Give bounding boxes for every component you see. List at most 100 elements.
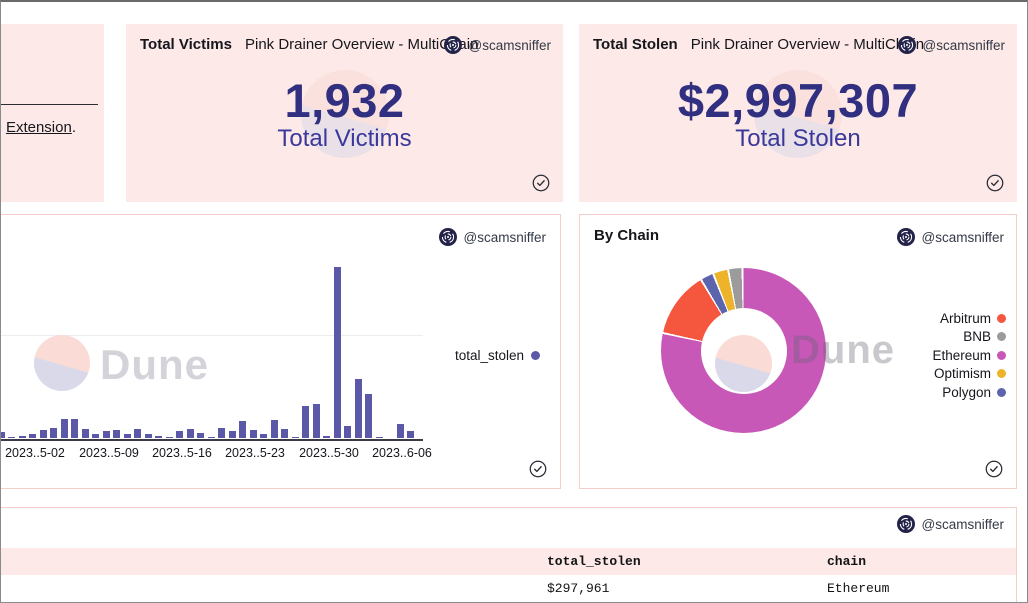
scamsniffer-logo-icon — [896, 228, 915, 246]
legend-item-ethereum[interactable]: Ethereum — [932, 346, 1006, 365]
legend-label: BNB — [963, 329, 991, 345]
scamsniffer-attribution[interactable]: @scamsniffer — [896, 515, 1004, 533]
bar-slot — [364, 258, 375, 438]
bar — [123, 433, 131, 438]
bar — [249, 430, 257, 438]
x-tick-label: 2023..5-02 — [5, 446, 65, 460]
bar — [144, 434, 152, 438]
legend-item-optimism[interactable]: Optimism — [932, 365, 1006, 384]
card-header: Total Stolen Pink Drainer Overview - Mul… — [593, 36, 924, 53]
card-header: Total Victims Pink Drainer Overview - Mu… — [140, 36, 478, 53]
bar-slot — [280, 258, 291, 438]
scamsniffer-logo-icon — [896, 515, 915, 533]
bar-slot — [7, 258, 18, 438]
bar-slot — [17, 258, 28, 438]
dune-watermark-text: Dune — [100, 341, 209, 388]
bar — [29, 434, 37, 438]
bar — [365, 394, 373, 438]
bar-slot — [269, 258, 280, 438]
bar-slot — [301, 258, 312, 438]
bar-slot — [154, 258, 165, 438]
bar — [155, 435, 163, 438]
bar — [207, 436, 215, 438]
dashboard-link[interactable]: Pink Drainer Overview - MultiChain — [244, 36, 479, 53]
stat-card-total-victims: Total Victims Pink Drainer Overview - Mu… — [126, 24, 563, 202]
legend-dot — [997, 369, 1006, 379]
bar — [228, 431, 236, 438]
legend-dot — [997, 332, 1006, 342]
bar-slot — [248, 258, 259, 438]
bar — [102, 431, 110, 438]
bar — [270, 420, 278, 438]
scamsniffer-attribution[interactable]: @scamsniffer — [443, 36, 551, 54]
bar-slot — [1, 258, 7, 438]
legend-item-bnb[interactable]: BNB — [932, 328, 1006, 347]
bar-slot — [38, 258, 49, 438]
text-widget-card: Extension. — [1, 24, 104, 202]
bar-slot — [374, 258, 385, 438]
bar-slot — [238, 258, 249, 438]
bar — [92, 434, 100, 438]
stat-value: 1,932 — [284, 74, 405, 127]
bar — [81, 429, 89, 438]
attribution-handle: @scamsniffer — [922, 37, 1005, 53]
bar-chart-legend[interactable]: total_stolen — [455, 348, 540, 363]
donut-legend: Arbitrum BNB Ethereum Optimism Polygon — [932, 309, 1006, 402]
legend-label: Arbitrum — [939, 310, 991, 326]
attribution-handle: @scamsniffer — [921, 229, 1004, 245]
bar-slot — [290, 258, 301, 438]
bar — [60, 419, 68, 438]
cell-total-stolen: $297,961 — [547, 581, 610, 596]
dune-watermark-circle — [754, 70, 842, 158]
verified-check-icon — [532, 174, 550, 192]
bar — [197, 433, 205, 438]
bar-slot — [353, 258, 364, 438]
dune-watermark-circle — [715, 335, 772, 392]
bar-slot — [385, 258, 396, 438]
bar-slot — [101, 258, 112, 438]
legend-item-polygon[interactable]: Polygon — [932, 383, 1006, 402]
verified-check-icon — [986, 174, 1004, 192]
dune-watermark-text: Dune — [791, 328, 895, 372]
bar — [50, 428, 58, 438]
scamsniffer-attribution[interactable]: @scamsniffer — [897, 36, 1005, 54]
x-axis-line — [1, 439, 423, 441]
scamsniffer-logo-icon — [443, 36, 462, 54]
x-tick-label: 2023..5-23 — [225, 446, 285, 460]
donut-chart[interactable] — [661, 268, 826, 433]
legend-item-arbitrum[interactable]: Arbitrum — [932, 309, 1006, 328]
bar — [39, 430, 47, 438]
bar-slot — [91, 258, 102, 438]
stat-block: $2,997,307 Total Stolen — [579, 76, 1017, 154]
bar — [291, 436, 299, 438]
x-tick-label: 2023..5-30 — [299, 446, 359, 460]
dune-watermark-circle — [34, 335, 90, 391]
scamsniffer-attribution[interactable]: @scamsniffer — [896, 228, 1004, 246]
bar-slot — [122, 258, 133, 438]
bar-slot — [175, 258, 186, 438]
bar — [71, 419, 79, 438]
stat-label: Total Victims — [277, 125, 412, 153]
bar-slot — [59, 258, 70, 438]
stat-block: 1,932 Total Victims — [126, 76, 563, 154]
bar-slot — [133, 258, 144, 438]
extension-link[interactable]: Extension — [5, 119, 72, 136]
bar — [218, 428, 226, 438]
scamsniffer-logo-icon — [897, 36, 916, 54]
bar — [281, 429, 289, 438]
bar-slot — [206, 258, 217, 438]
bar — [375, 437, 383, 438]
column-header-chain[interactable]: chain — [827, 554, 867, 569]
dashboard-link[interactable]: Pink Drainer Overview - MultiChain — [690, 36, 925, 53]
bar-slot — [395, 258, 406, 438]
bar — [8, 436, 16, 438]
table-header-row: total_stolen chain — [1, 548, 1016, 575]
bar — [176, 431, 184, 438]
column-header-total-stolen[interactable]: total_stolen — [547, 554, 641, 569]
bar-plot-strip — [1, 258, 416, 438]
chart-gridline — [1, 335, 423, 336]
scamsniffer-logo-icon — [438, 228, 457, 246]
stat-label: Total Stolen — [735, 125, 861, 153]
legend-dot — [997, 313, 1006, 323]
scamsniffer-attribution[interactable]: @scamsniffer — [438, 228, 546, 246]
